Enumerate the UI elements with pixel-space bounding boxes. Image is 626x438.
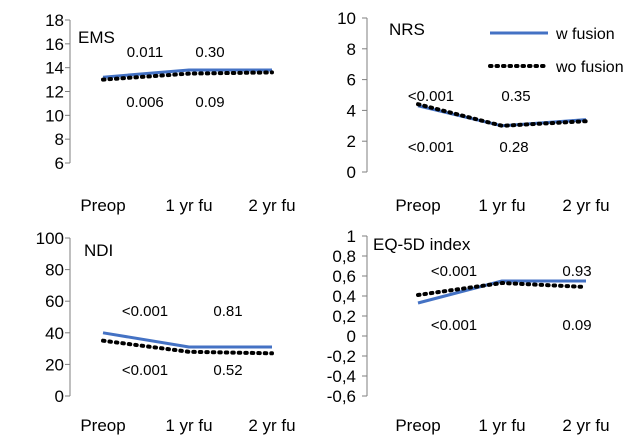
panel-title: EMS <box>78 28 115 47</box>
panel-nrs: 0 2 4 6 8 10 Preop 1 yr fu 2 yr fu NRS <0.001 0.35 <… <box>337 9 610 215</box>
p-value-lower: 0.09 <box>562 317 591 334</box>
p-value-upper: <0.001 <box>122 303 168 320</box>
series-line-wo-fusion <box>101 70 274 82</box>
panel-ems: 6 8 10 12 14 16 18 Preop 1 yr fu 2 yr fu EMS 0.011 0… <box>45 11 296 215</box>
p-value-upper: 0.81 <box>213 303 242 320</box>
x-tick-label: 2 yr fu <box>562 196 609 215</box>
y-tick-label: 16 <box>45 35 64 54</box>
panel-title: NDI <box>84 241 113 260</box>
y-tick-label: 4 <box>347 101 356 120</box>
panel-title: NRS <box>389 20 425 39</box>
y-tick-label: 60 <box>45 292 64 311</box>
y-tick-label: 0,6 <box>332 267 356 286</box>
y-tick-label: 6 <box>347 71 356 90</box>
y-tick-label: 20 <box>45 355 64 374</box>
p-value-lower: 0.09 <box>195 94 224 111</box>
p-value-upper: 0.30 <box>195 44 224 61</box>
x-tick-label: Preop <box>395 416 440 435</box>
y-tick-label: -0,6 <box>327 387 356 406</box>
y-tick-label: 40 <box>45 324 64 343</box>
p-value-upper: 0.35 <box>501 88 530 105</box>
x-tick-label: 1 yr fu <box>165 416 212 435</box>
x-tick-label: Preop <box>80 416 125 435</box>
y-tick-label: 10 <box>337 9 356 28</box>
y-tick-label: 0 <box>347 327 356 346</box>
panel-title: EQ-5D index <box>373 235 471 254</box>
series-line-wo-fusion <box>416 280 588 297</box>
x-tick-label: 1 yr fu <box>478 196 525 215</box>
y-tick-label: 0,2 <box>332 307 356 326</box>
x-tick-label: 1 yr fu <box>478 416 525 435</box>
y-tick-label: 0 <box>347 163 356 182</box>
series-line-wo-fusion <box>101 338 274 356</box>
x-tick-label: 2 yr fu <box>562 416 609 435</box>
y-tick-label: 100 <box>36 229 64 248</box>
y-tick-label: 80 <box>45 261 64 280</box>
x-tick-label: 1 yr fu <box>165 196 212 215</box>
series-line-w-fusion <box>102 68 272 79</box>
legend: w fusion wo fusion <box>488 26 624 76</box>
y-tick-label: 8 <box>55 130 64 149</box>
y-tick-label: -0,2 <box>327 347 356 366</box>
y-tick-label: 6 <box>55 154 64 173</box>
y-tick-label: 14 <box>45 59 64 78</box>
y-tick-label: 0,8 <box>332 247 356 266</box>
p-value-upper: 0.011 <box>127 44 163 61</box>
p-value-lower: 0.52 <box>213 362 242 379</box>
p-value-upper: <0.001 <box>431 263 477 280</box>
legend-w-fusion-label: w fusion <box>555 26 615 43</box>
p-value-lower: 0.28 <box>499 139 528 156</box>
p-value-lower: <0.001 <box>408 139 454 156</box>
p-value-upper: 0.93 <box>562 263 591 280</box>
y-tick-label: 12 <box>45 83 64 102</box>
x-tick-label: Preop <box>395 196 440 215</box>
legend-wo-fusion-label: wo fusion <box>555 59 624 76</box>
x-tick-label: 2 yr fu <box>248 196 295 215</box>
p-value-lower: <0.001 <box>431 317 477 334</box>
y-tick-label: 1 <box>347 227 356 246</box>
y-tick-label: 8 <box>347 40 356 59</box>
panel-ndi: 0 20 40 60 80 100 Preop 1 yr fu 2 yr fu NDI <0.001… <box>36 229 296 435</box>
y-tick-label: 2 <box>347 132 356 151</box>
y-tick-label: 18 <box>45 11 64 30</box>
x-tick-label: Preop <box>80 196 125 215</box>
y-tick-label: 0 <box>55 387 64 406</box>
y-tick-label: 10 <box>45 106 64 125</box>
p-value-lower: 0.006 <box>126 94 164 111</box>
series-line-wo-fusion <box>416 102 588 128</box>
y-tick-label: 0,4 <box>332 287 356 306</box>
panel-eq5d: -0,6-0,4-0,200,20,40,60,81 Preop 1 yr fu 2 … <box>327 227 610 435</box>
p-value-lower: <0.001 <box>122 362 168 379</box>
series-line-w-fusion <box>102 331 272 349</box>
p-value-upper: <0.001 <box>408 88 454 105</box>
y-tick-label: -0,4 <box>327 367 356 386</box>
x-tick-label: 2 yr fu <box>248 416 295 435</box>
